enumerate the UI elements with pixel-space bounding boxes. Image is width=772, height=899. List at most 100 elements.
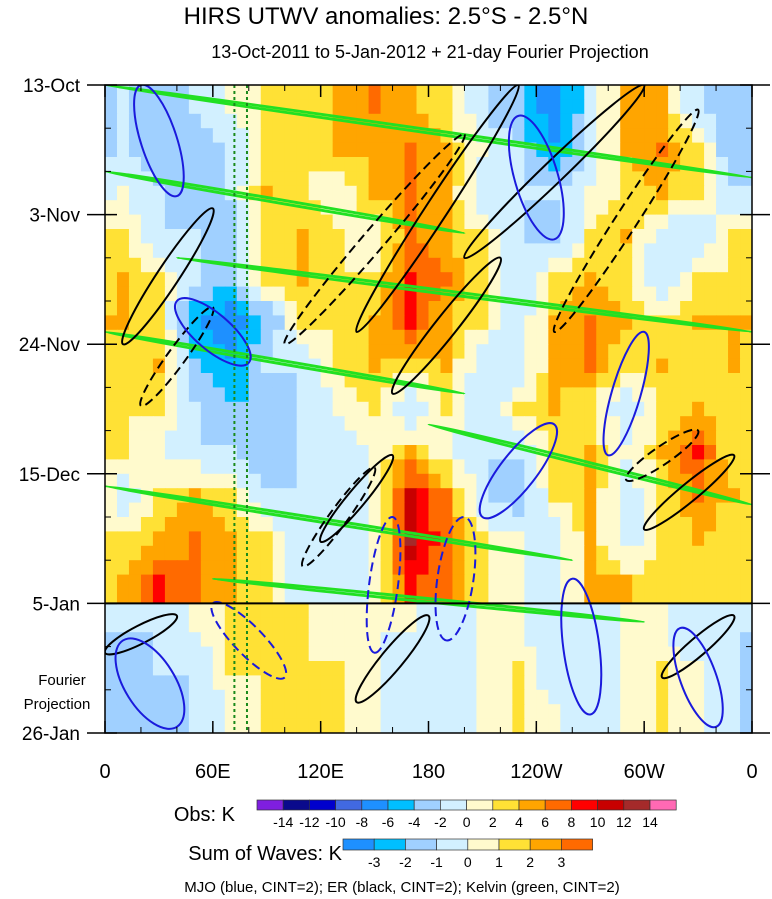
heatmap-cell (428, 344, 442, 360)
heatmap-cell (428, 632, 442, 648)
heatmap-cell (320, 214, 334, 230)
heatmap-cell (140, 545, 154, 561)
heatmap-cell (200, 517, 214, 532)
heatmap-cell (440, 704, 454, 720)
heatmap-cell (464, 200, 478, 216)
heatmap-cell (716, 718, 729, 733)
heatmap-cell (584, 661, 597, 676)
heatmap-cell (116, 531, 130, 547)
heatmap-cell (428, 689, 442, 705)
heatmap-cell (164, 560, 178, 576)
heatmap-cell (392, 502, 406, 518)
heatmap-cell (176, 445, 190, 460)
heatmap-cell (596, 675, 609, 691)
heatmap-cell (368, 358, 382, 374)
heatmap-cell (740, 200, 752, 216)
heatmap-cell (584, 617, 597, 633)
heatmap-cell (404, 387, 418, 403)
heatmap-cell (500, 272, 513, 288)
heatmap-cell (152, 661, 166, 676)
heatmap-cell (596, 603, 609, 619)
waves-label: 2 (526, 854, 534, 870)
heatmap-cell (260, 344, 274, 360)
heatmap-cell (716, 85, 729, 100)
heatmap-cell (116, 574, 130, 590)
er-contour (354, 614, 431, 704)
heatmap-cell (296, 243, 310, 259)
heatmap-cell (284, 488, 298, 504)
heatmap-cell (644, 617, 657, 633)
heatmap-cell (416, 401, 430, 417)
heatmap-cell (668, 171, 681, 187)
heatmap-cell (608, 272, 621, 288)
heatmap-cell (404, 430, 418, 446)
heatmap-cell (368, 445, 382, 460)
heatmap-cell (536, 646, 549, 662)
heatmap-cell (644, 545, 657, 561)
heatmap-cell (560, 329, 573, 345)
heatmap-cell (140, 185, 154, 201)
heatmap-cell (392, 329, 406, 345)
heatmap-cell (380, 257, 394, 273)
heatmap-cell (512, 531, 525, 547)
heatmap-cell (656, 128, 669, 144)
heatmap-cell (116, 646, 130, 662)
heatmap-cell (680, 416, 693, 432)
heatmap-cell (248, 229, 262, 244)
heatmap-cell (728, 430, 741, 446)
heatmap-cell (105, 257, 118, 273)
heatmap-cell (452, 646, 466, 662)
heatmap-cell (608, 646, 621, 662)
heatmap-cell (608, 344, 621, 360)
heatmap-cell (392, 445, 406, 460)
heatmap-cell (284, 661, 298, 676)
heatmap-cell (620, 689, 633, 705)
heatmap-cell (332, 416, 346, 432)
heatmap-cell (740, 272, 752, 288)
heatmap-cell (368, 157, 382, 172)
heatmap-cell (272, 344, 286, 360)
heatmap-cell (464, 718, 478, 733)
heatmap-cell (176, 574, 190, 590)
heatmap-cell (200, 689, 214, 705)
heatmap-cell (320, 459, 334, 475)
heatmap-cell (200, 286, 214, 302)
heatmap-cell (224, 329, 238, 345)
heatmap-cell (632, 142, 645, 158)
heatmap-cell (116, 344, 130, 360)
heatmap-cell (152, 517, 166, 532)
y-tick-label: 24-Nov (19, 335, 81, 356)
heatmap-cell (404, 459, 418, 475)
heatmap-cell (440, 459, 454, 475)
heatmap-cell (668, 675, 681, 691)
heatmap-cell (512, 416, 525, 432)
heatmap-cell (344, 646, 358, 662)
heatmap-cell (740, 142, 752, 158)
heatmap-cell (164, 286, 178, 302)
heatmap-cell (464, 99, 478, 115)
heatmap-cell (500, 488, 513, 504)
heatmap-cell (716, 329, 729, 345)
heatmap-cell (224, 445, 238, 460)
heatmap-cell (308, 171, 322, 187)
heatmap-cell (620, 113, 633, 129)
heatmap-cell (380, 574, 394, 590)
heatmap-cell (248, 387, 262, 403)
heatmap-cell (656, 272, 669, 288)
heatmap-cell (680, 329, 693, 345)
heatmap-cell (656, 113, 669, 129)
heatmap-cell (728, 661, 741, 676)
heatmap-cell (164, 214, 178, 230)
heatmap-cell (428, 488, 442, 504)
contour-legend-footer: MJO (blue, CINT=2); ER (black, CINT=2); … (184, 879, 620, 896)
heatmap-cell (105, 603, 118, 619)
heatmap-cell (200, 617, 214, 633)
heatmap-cell (344, 574, 358, 590)
heatmap-cell (488, 459, 501, 475)
heatmap-cell (740, 689, 752, 705)
heatmap-cell (248, 589, 262, 604)
heatmap-cell (296, 171, 310, 187)
heatmap-cell (164, 675, 178, 691)
heatmap-cell (740, 373, 752, 388)
heatmap-cell (524, 257, 537, 273)
